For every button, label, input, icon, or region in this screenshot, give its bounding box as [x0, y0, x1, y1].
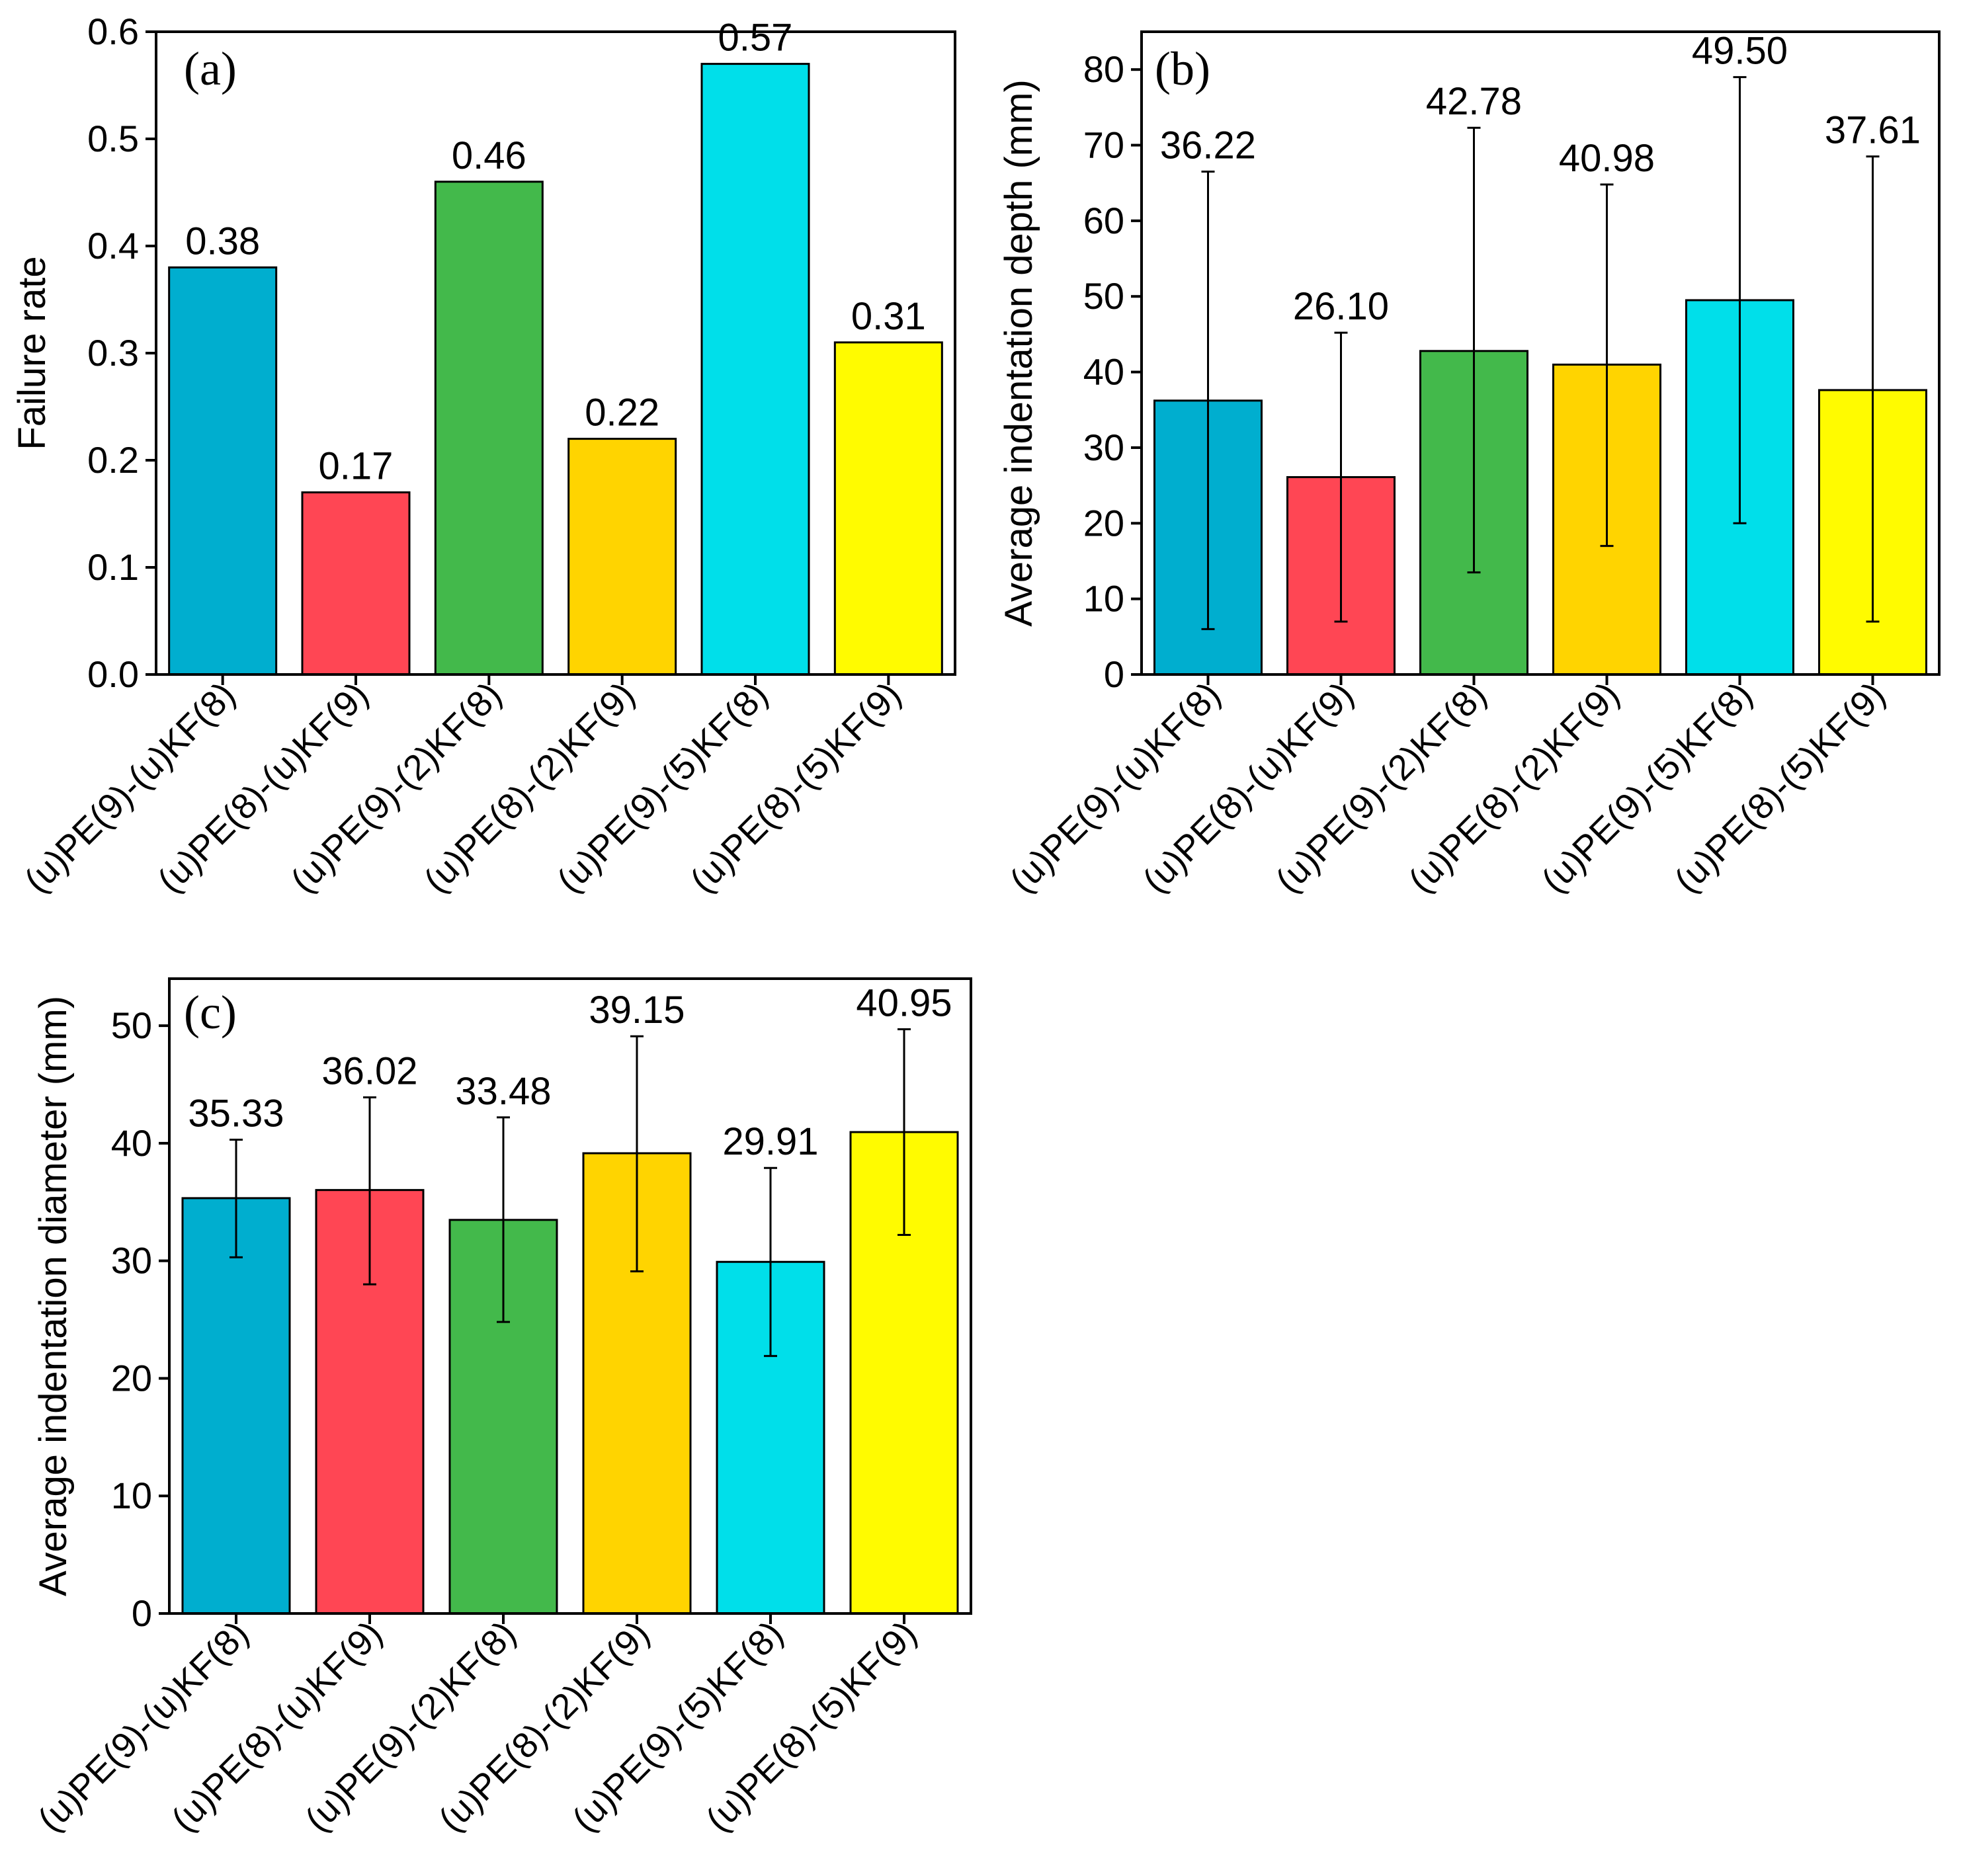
y-tick-label: 20: [111, 1357, 152, 1399]
data-label: 26.10: [1293, 285, 1389, 328]
plot-frame: [1140, 30, 1941, 676]
y-tick-label: 0.2: [87, 439, 139, 481]
chart-panel-2: 36.22 26.10 42.78 40.98 49.50 37.61 0 10 20 30 40 5…: [997, 30, 1941, 901]
data-label: 0.17: [319, 445, 394, 488]
data-label: 35.33: [188, 1092, 284, 1135]
data-label: 0.57: [718, 17, 793, 60]
bar: [181, 1197, 291, 1615]
y-tick-label: 30: [111, 1240, 152, 1282]
y-tick-label: 20: [1083, 502, 1124, 544]
data-label: 40.98: [1559, 137, 1655, 180]
y-tick-label: 50: [1083, 275, 1124, 317]
y-tick-label: 0.5: [87, 118, 139, 159]
y-axis-title: Average indentation diameter (mm): [32, 996, 75, 1596]
data-label: 49.50: [1692, 30, 1788, 73]
bar: [833, 341, 943, 676]
data-label: 42.78: [1426, 80, 1522, 123]
y-tick-label: 40: [1083, 351, 1124, 393]
data-label: 0.38: [185, 220, 260, 263]
data-label: 36.22: [1160, 124, 1256, 167]
data-label: 40.95: [856, 981, 952, 1024]
panel-tag: (c): [184, 986, 237, 1039]
data-label: 33.48: [455, 1070, 551, 1113]
data-label: 0.31: [851, 295, 926, 338]
y-tick-label: 0.3: [87, 332, 139, 374]
y-tick-label: 10: [111, 1475, 152, 1516]
data-label: 0.22: [585, 391, 659, 434]
y-axis-title: Average indentation depth (mm): [997, 79, 1040, 627]
y-tick-label: 70: [1083, 124, 1124, 166]
bar: [700, 63, 810, 676]
panel-tag: (a): [184, 42, 237, 95]
y-axis-title: Failure rate: [11, 256, 54, 450]
data-label: 36.02: [321, 1050, 417, 1093]
chart-panel-1: 0.38 0.17 0.46 0.22 0.57 0.31 0.0 0.1 0.2 0.3 0.4 0…: [11, 11, 956, 901]
y-tick-label: 0.1: [87, 546, 139, 588]
y-tick-label: 0: [132, 1592, 152, 1634]
bar: [301, 491, 411, 676]
data-label: 39.15: [589, 989, 685, 1032]
y-tick-label: 30: [1083, 427, 1124, 468]
y-tick-label: 10: [1083, 578, 1124, 620]
y-tick-label: 0.6: [87, 11, 139, 52]
data-label: 0.46: [452, 134, 526, 177]
y-tick-label: 0: [1104, 653, 1124, 695]
bar: [168, 266, 278, 676]
y-tick-label: 50: [111, 1004, 152, 1046]
panel-tag: (b): [1155, 42, 1210, 95]
bar: [434, 181, 544, 676]
y-tick-label: 60: [1083, 200, 1124, 241]
y-tick-label: 80: [1083, 48, 1124, 90]
chart-panel-3: 35.33 36.02 33.48 39.15 29.91 40.95 0 10 20 30 40 5…: [30, 977, 972, 1840]
data-label: 29.91: [722, 1120, 818, 1163]
y-tick-label: 0.0: [87, 653, 139, 695]
y-tick-label: 40: [111, 1122, 152, 1164]
y-tick-label: 0.4: [87, 225, 139, 266]
data-label: 37.61: [1825, 109, 1921, 152]
bar: [567, 438, 677, 676]
plot-frame: [168, 977, 972, 1615]
